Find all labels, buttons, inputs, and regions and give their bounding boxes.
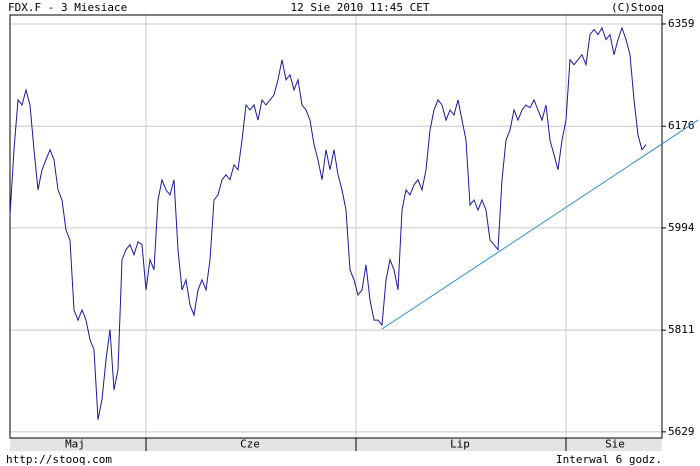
x-tick-label: Cze bbox=[240, 438, 260, 451]
plot-frame bbox=[9, 14, 663, 439]
x-tick-label: Lip bbox=[450, 438, 470, 451]
footer-left: http://stooq.com bbox=[6, 453, 112, 466]
price-line bbox=[9, 26, 647, 420]
x-tick-label: Sie bbox=[605, 438, 625, 451]
x-tick-label: Maj bbox=[65, 438, 85, 451]
price-line bbox=[381, 119, 699, 330]
credit: (C)Stooq bbox=[611, 1, 664, 14]
y-tick-label: 5629 bbox=[668, 425, 695, 438]
y-tick-label: 6359 bbox=[668, 17, 695, 30]
chart-title: FDX.F - 3 Miesiace bbox=[8, 1, 127, 14]
y-tick-label: 5811 bbox=[668, 323, 695, 336]
chart-subtitle: 12 Sie 2010 11:45 CET bbox=[290, 1, 429, 14]
footer-right: Interwal 6 godz. bbox=[556, 453, 662, 466]
y-tick-label: 5994 bbox=[668, 221, 695, 234]
month-band bbox=[10, 438, 662, 451]
y-tick-label: 6176 bbox=[668, 119, 695, 132]
